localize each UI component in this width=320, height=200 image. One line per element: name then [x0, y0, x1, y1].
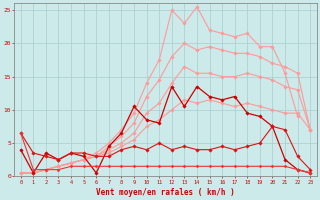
X-axis label: Vent moyen/en rafales ( km/h ): Vent moyen/en rafales ( km/h ) — [96, 188, 235, 197]
